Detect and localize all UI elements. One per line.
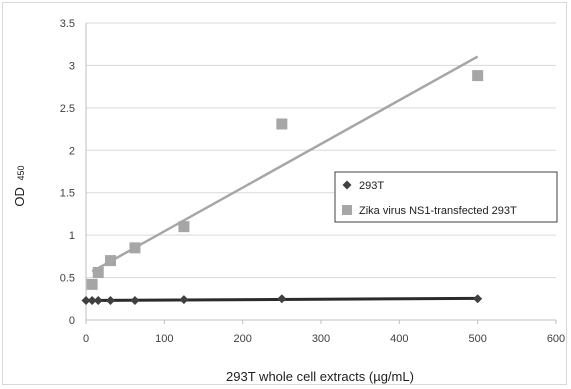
legend-marker-square [342, 205, 352, 215]
legend-items: 293T Zika virus NS1-transfected 293T [342, 180, 517, 217]
y-tick-label: 0.5 [60, 273, 75, 285]
y-axis-title: OD 450 [12, 165, 27, 206]
legend: 293T Zika virus NS1-transfected 293T [334, 171, 558, 223]
legend-marker-diamond [342, 180, 352, 190]
legend-box [334, 171, 558, 223]
y-axis-title-sub: 450 [16, 165, 26, 180]
data-point-zika-ns1 [178, 221, 190, 233]
x-tick-label: 100 [155, 333, 173, 345]
data-point-293t [81, 295, 91, 305]
data-point-293t [105, 295, 115, 305]
gridlines [86, 22, 556, 279]
data-point-zika-ns1 [129, 242, 141, 254]
y-tick-label: 2 [69, 145, 75, 157]
y-tick-label: 3.5 [60, 18, 75, 30]
data-point-293t [473, 294, 483, 304]
data-point-293t [93, 295, 103, 305]
y-tick-label: 2.5 [60, 103, 75, 115]
y-tick-label: 1.5 [60, 188, 75, 200]
y-tick-label: 0 [69, 315, 75, 327]
y-tick-labels: 0 0.5 1 1.5 2 2.5 3 3.5 [60, 18, 75, 327]
x-axis-title: 293T whole cell extracts (µg/mL) [226, 369, 414, 384]
data-point-zika-ns1 [86, 278, 98, 290]
legend-label: Zika virus NS1-transfected 293T [359, 205, 517, 217]
x-tick-label: 0 [83, 333, 89, 345]
x-tick-label: 300 [312, 333, 330, 345]
data-point-293t [87, 295, 97, 305]
data-point-293t [130, 295, 140, 305]
data-points [81, 70, 484, 305]
y-tick-label: 1 [69, 230, 75, 242]
x-tick-labels: 0 100 200 300 400 500 600 [83, 333, 565, 345]
data-point-zika-ns1 [104, 255, 116, 267]
x-tick-label: 600 [547, 333, 565, 345]
x-tick-label: 400 [390, 333, 408, 345]
x-tick-label: 200 [233, 333, 251, 345]
data-point-293t [277, 294, 287, 304]
legend-label: 293T [359, 180, 384, 192]
y-axis-title-main: OD [12, 187, 27, 207]
data-point-zika-ns1 [276, 118, 288, 130]
y-tick-label: 3 [69, 60, 75, 72]
x-tick-label: 500 [468, 333, 486, 345]
axes [85, 23, 557, 324]
data-point-293t [179, 295, 189, 305]
data-point-zika-ns1 [92, 266, 104, 278]
data-point-zika-ns1 [472, 70, 484, 82]
trendline-series-2 [91, 55, 479, 273]
